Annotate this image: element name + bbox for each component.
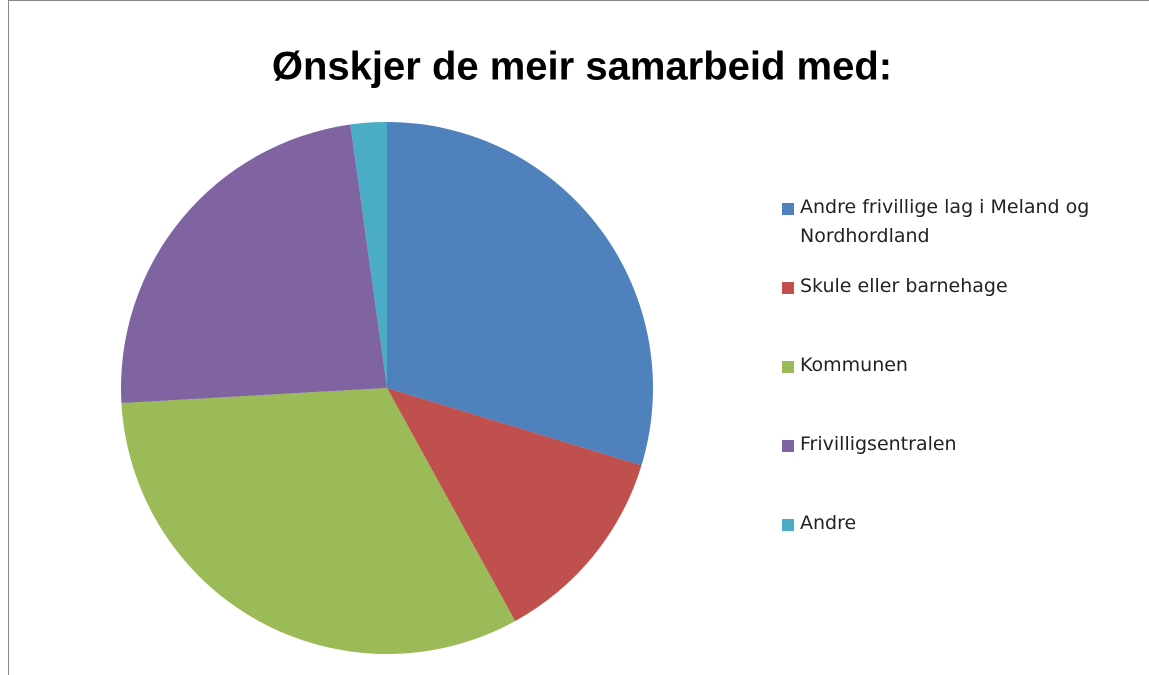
legend-label: Skule eller barnehage bbox=[800, 275, 1008, 297]
legend-swatch bbox=[782, 440, 794, 452]
legend-item: Kommunen bbox=[782, 354, 1142, 434]
legend-item: Andre frivillige lag i Meland og Nordhor… bbox=[782, 196, 1142, 276]
legend-label: Andre bbox=[800, 512, 857, 534]
frame bbox=[8, 0, 1149, 675]
legend-swatch bbox=[782, 361, 794, 373]
legend-label: Frivilligsentralen bbox=[800, 433, 957, 455]
pie-slice bbox=[387, 122, 654, 466]
legend-label: Kommunen bbox=[800, 354, 908, 376]
legend-item: Frivilligsentralen bbox=[782, 433, 1142, 513]
legend-item: Andre bbox=[782, 512, 1142, 592]
chart-title: Ønskjer de meir samarbeid med: bbox=[272, 45, 892, 89]
legend-label: Andre frivillige lag i Meland og Nordhor… bbox=[800, 196, 1090, 247]
legend-swatch bbox=[782, 282, 794, 294]
pie-slice bbox=[350, 122, 387, 388]
legend-swatch bbox=[782, 519, 794, 531]
pie-slice bbox=[387, 388, 642, 622]
pie-slice bbox=[121, 388, 516, 654]
legend-item: Skule eller barnehage bbox=[782, 275, 1142, 355]
pie-slice bbox=[120, 124, 387, 404]
legend-swatch bbox=[782, 203, 794, 215]
legend: Andre frivillige lag i Meland og Nordhor… bbox=[782, 196, 1142, 592]
